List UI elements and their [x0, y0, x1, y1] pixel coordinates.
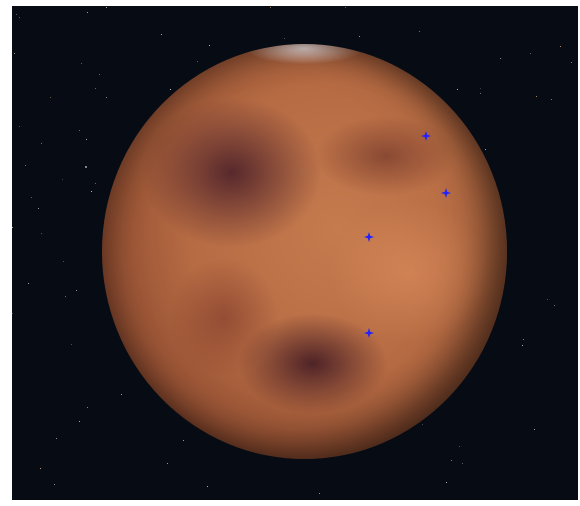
star — [459, 446, 460, 447]
star — [79, 130, 80, 131]
star — [183, 440, 184, 441]
marker-icon — [364, 232, 374, 242]
star — [480, 93, 481, 94]
star — [457, 89, 458, 90]
star — [56, 438, 57, 439]
star — [161, 34, 162, 35]
globe-viewport[interactable] — [12, 6, 578, 500]
star — [14, 53, 15, 54]
star — [19, 126, 20, 127]
star — [207, 486, 208, 487]
star — [16, 14, 17, 15]
star — [284, 38, 285, 39]
star — [462, 463, 463, 464]
mars-globe[interactable] — [102, 44, 507, 459]
star — [106, 97, 107, 98]
star — [41, 233, 42, 234]
marker-icon — [421, 131, 431, 141]
star — [95, 88, 96, 89]
star — [71, 344, 72, 345]
star — [170, 89, 171, 90]
star — [54, 484, 55, 485]
star — [28, 283, 29, 284]
star — [65, 296, 66, 297]
star — [167, 463, 168, 464]
star — [530, 53, 531, 54]
star — [270, 7, 271, 8]
star — [79, 421, 80, 422]
star — [547, 299, 548, 300]
star — [522, 345, 523, 346]
star — [41, 143, 42, 144]
star — [446, 482, 447, 483]
star — [121, 394, 122, 395]
location-marker-3[interactable] — [364, 232, 374, 242]
star — [40, 468, 41, 469]
star — [81, 63, 82, 64]
location-marker-4[interactable] — [364, 328, 374, 338]
star — [480, 88, 481, 89]
marker-icon — [441, 188, 451, 198]
location-marker-2[interactable] — [441, 188, 451, 198]
star — [85, 166, 87, 168]
marker-icon — [364, 328, 374, 338]
star — [197, 61, 198, 62]
star — [50, 97, 51, 98]
star — [319, 493, 320, 494]
star — [38, 208, 39, 209]
star — [209, 45, 210, 46]
star — [87, 407, 88, 408]
star — [534, 429, 535, 430]
star — [106, 7, 107, 8]
location-marker-1[interactable] — [421, 131, 431, 141]
star — [62, 179, 63, 180]
star — [345, 7, 346, 8]
star — [63, 261, 64, 262]
star — [554, 305, 555, 306]
star — [551, 99, 552, 100]
star — [500, 58, 501, 59]
star — [76, 290, 77, 291]
star — [571, 62, 572, 63]
star — [451, 460, 452, 461]
star — [19, 17, 20, 18]
star — [523, 339, 524, 340]
star — [560, 46, 561, 47]
star — [419, 31, 420, 32]
star — [12, 227, 13, 228]
star — [87, 12, 88, 13]
star — [99, 74, 100, 75]
star — [31, 197, 32, 198]
star — [12, 313, 13, 314]
star — [95, 183, 96, 184]
star — [359, 36, 360, 37]
star — [91, 191, 92, 192]
star — [536, 96, 537, 97]
star — [485, 149, 486, 150]
star — [422, 424, 423, 425]
star — [25, 165, 26, 166]
star — [86, 139, 87, 140]
